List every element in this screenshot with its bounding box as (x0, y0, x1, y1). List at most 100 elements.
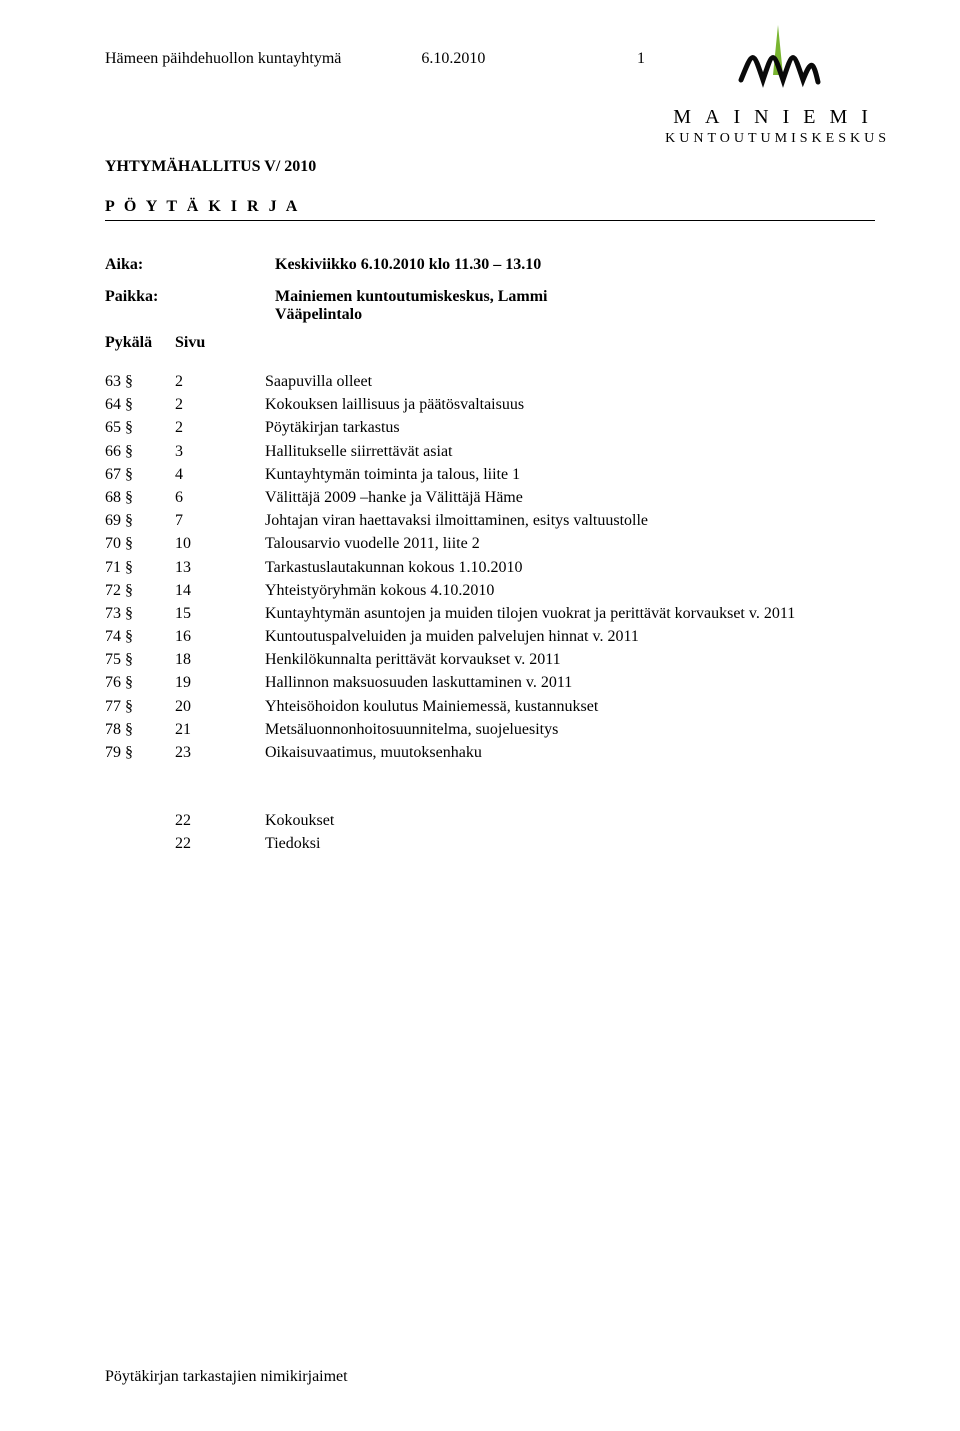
toc-sivu: 21 (175, 718, 265, 741)
page-number: 1 (637, 50, 645, 68)
toc-pykala: 66 § (105, 440, 175, 463)
toc-sivu: 16 (175, 625, 265, 648)
toc-pykala: 63 § (105, 370, 175, 393)
toc-desc: Tarkastuslautakunnan kokous 1.10.2010 (265, 556, 875, 579)
toc-pykala: 73 § (105, 602, 175, 625)
pykala-col-label: Pykälä (105, 334, 175, 352)
toc-desc: Välittäjä 2009 –hanke ja Välittäjä Häme (265, 486, 875, 509)
toc-sivu: 4 (175, 463, 265, 486)
toc-pykala: 69 § (105, 509, 175, 532)
aika-label: Aika: (105, 256, 275, 274)
header-left: Hämeen päihdehuollon kuntayhtymä 6.10.20… (105, 50, 485, 68)
toc-row: 63 §2Saapuvilla olleet (105, 370, 875, 393)
toc-row: 74 §16Kuntoutuspalveluiden ja muiden pal… (105, 625, 875, 648)
toc-row: 68 §6Välittäjä 2009 –hanke ja Välittäjä … (105, 486, 875, 509)
document-page: Hämeen päihdehuollon kuntayhtymä 6.10.20… (0, 0, 960, 1431)
meta-aika: Aika: Keskiviikko 6.10.2010 klo 11.30 – … (105, 256, 875, 274)
toc-sivu: 6 (175, 486, 265, 509)
toc-desc: Saapuvilla olleet (265, 370, 875, 393)
toc-row: 65 §2Pöytäkirjan tarkastus (105, 416, 875, 439)
toc-sivu: 19 (175, 671, 265, 694)
toc-row: 75 §18Henkilökunnalta perittävät korvauk… (105, 648, 875, 671)
toc-pykala: 68 § (105, 486, 175, 509)
toc-row: 73 §15Kuntayhtymän asuntojen ja muiden t… (105, 602, 875, 625)
toc-row: 67 §4Kuntayhtymän toiminta ja talous, li… (105, 463, 875, 486)
toc-sivu: 2 (175, 416, 265, 439)
minutes-title: P Ö Y T Ä K I R J A (105, 198, 875, 216)
toc-desc: Metsäluonnonhoitosuunnitelma, suojeluesi… (265, 718, 875, 741)
toc-desc: Kokouksen laillisuus ja päätösvaltaisuus (265, 393, 875, 416)
toc-row: 71 §13Tarkastuslautakunnan kokous 1.10.2… (105, 556, 875, 579)
end-desc: Kokoukset (265, 809, 875, 832)
toc-sivu: 2 (175, 370, 265, 393)
toc-pykala: 79 § (105, 741, 175, 764)
mainiemi-logo-icon (733, 20, 823, 100)
header-date: 6.10.2010 (421, 50, 485, 68)
toc-pykala: 71 § (105, 556, 175, 579)
toc-row: 78 §21Metsäluonnonhoitosuunnitelma, suoj… (105, 718, 875, 741)
toc-pykala: 77 § (105, 695, 175, 718)
toc-row: 69 §7Johtajan viran haettavaksi ilmoitta… (105, 509, 875, 532)
toc-row: 79 §23Oikaisuvaatimus, muutoksenhaku (105, 741, 875, 764)
toc-sivu: 7 (175, 509, 265, 532)
toc-sivu: 18 (175, 648, 265, 671)
toc-desc: Kuntoutuspalveluiden ja muiden palveluje… (265, 625, 875, 648)
toc-desc: Hallinnon maksuosuuden laskuttaminen v. … (265, 671, 875, 694)
end-sivu: 22 (175, 809, 265, 832)
toc-row: 70 §10Talousarvio vuodelle 2011, liite 2 (105, 532, 875, 555)
toc-desc: Kuntayhtymän toiminta ja talous, liite 1 (265, 463, 875, 486)
toc-sivu: 2 (175, 393, 265, 416)
toc-pykala: 70 § (105, 532, 175, 555)
toc-header: Pykälä Sivu (105, 334, 875, 352)
toc-row: 72 §14Yhteistyöryhmän kokous 4.10.2010 (105, 579, 875, 602)
paikka-value-2: Vääpelintalo (275, 306, 548, 324)
toc-row: 64 §2Kokouksen laillisuus ja päätösvalta… (105, 393, 875, 416)
org-name: Hämeen päihdehuollon kuntayhtymä (105, 50, 341, 68)
logo: MAINIEMI KUNTOUTUMISKESKUS (665, 20, 890, 147)
toc-desc: Yhteisöhoidon koulutus Mainiemessä, kust… (265, 695, 875, 718)
paikka-label: Paikka: (105, 288, 275, 324)
toc-pykala: 75 § (105, 648, 175, 671)
toc-desc: Henkilökunnalta perittävät korvaukset v.… (265, 648, 875, 671)
toc-row: 66 §3Hallitukselle siirrettävät asiat (105, 440, 875, 463)
toc-sivu: 3 (175, 440, 265, 463)
toc-pykala: 64 § (105, 393, 175, 416)
paikka-value-1: Mainiemen kuntoutumiskeskus, Lammi (275, 288, 548, 306)
aika-value: Keskiviikko 6.10.2010 klo 11.30 – 13.10 (275, 256, 541, 274)
toc-desc: Yhteistyöryhmän kokous 4.10.2010 (265, 579, 875, 602)
logo-subtitle: KUNTOUTUMISKESKUS (665, 131, 890, 147)
toc-sivu: 15 (175, 602, 265, 625)
toc-desc: Johtajan viran haettavaksi ilmoittaminen… (265, 509, 875, 532)
toc-desc: Hallitukselle siirrettävät asiat (265, 440, 875, 463)
meeting-meta: Aika: Keskiviikko 6.10.2010 klo 11.30 – … (105, 256, 875, 352)
toc-sivu: 10 (175, 532, 265, 555)
toc-sivu: 13 (175, 556, 265, 579)
additional-items: 22Kokoukset22Tiedoksi (105, 809, 875, 855)
toc-pykala: 67 § (105, 463, 175, 486)
toc-row: 76 §19Hallinnon maksuosuuden laskuttamin… (105, 671, 875, 694)
divider (105, 220, 875, 221)
toc-sivu: 14 (175, 579, 265, 602)
toc-pykala: 78 § (105, 718, 175, 741)
toc-sivu: 20 (175, 695, 265, 718)
toc-desc: Kuntayhtymän asuntojen ja muiden tilojen… (265, 602, 875, 625)
board-title: YHTYMÄHALLITUS V/ 2010 (105, 158, 875, 176)
toc-desc: Pöytäkirjan tarkastus (265, 416, 875, 439)
logo-wordmark: MAINIEMI (673, 106, 882, 129)
table-of-contents: 63 §2Saapuvilla olleet64 §2Kokouksen lai… (105, 370, 875, 764)
toc-row: 77 §20Yhteisöhoidon koulutus Mainiemessä… (105, 695, 875, 718)
toc-pykala: 65 § (105, 416, 175, 439)
toc-pykala: 74 § (105, 625, 175, 648)
end-pykala-empty (105, 809, 175, 832)
end-pykala-empty (105, 832, 175, 855)
toc-desc: Talousarvio vuodelle 2011, liite 2 (265, 532, 875, 555)
end-row: 22Kokoukset (105, 809, 875, 832)
end-sivu: 22 (175, 832, 265, 855)
toc-desc: Oikaisuvaatimus, muutoksenhaku (265, 741, 875, 764)
sivu-col-label: Sivu (175, 334, 265, 352)
end-row: 22Tiedoksi (105, 832, 875, 855)
toc-pykala: 76 § (105, 671, 175, 694)
footer-text: Pöytäkirjan tarkastajien nimikirjaimet (105, 1368, 348, 1386)
meta-paikka: Paikka: Mainiemen kuntoutumiskeskus, Lam… (105, 288, 875, 324)
toc-pykala: 72 § (105, 579, 175, 602)
